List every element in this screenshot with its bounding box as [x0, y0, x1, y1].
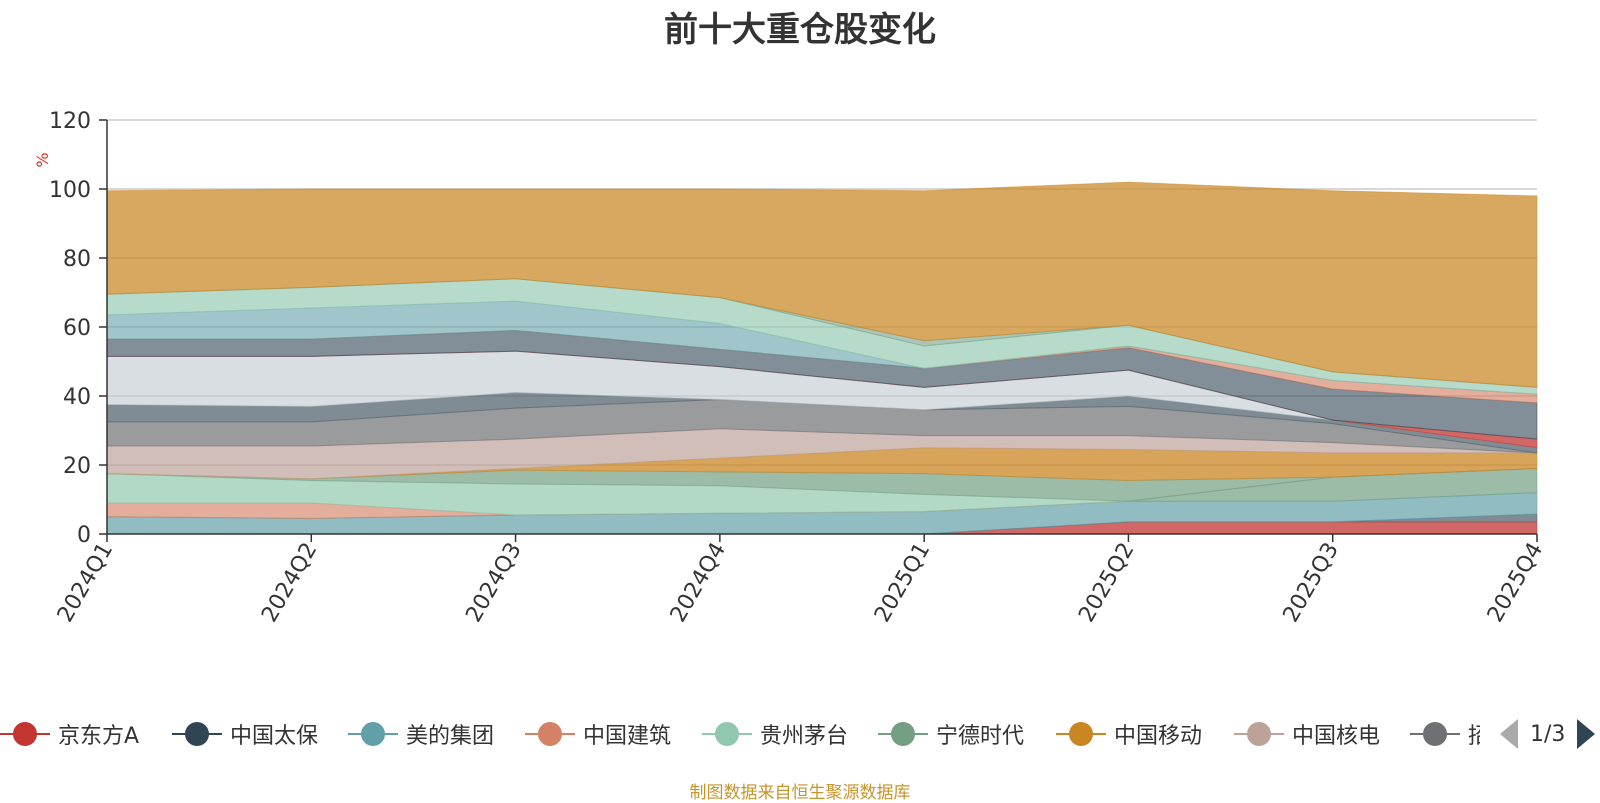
legend-item-3[interactable]: 中国建筑: [525, 712, 671, 756]
legend-marker-icon: [702, 712, 752, 756]
source-note: 制图数据来自恒生聚源数据库: [689, 783, 911, 803]
area-series-group: [106, 181, 1538, 535]
legend-label: 美的集团: [406, 724, 495, 749]
legend-marker-icon: [172, 712, 222, 756]
legend-item-2[interactable]: 美的集团: [348, 712, 494, 756]
y-tick-label-1: 20: [63, 454, 91, 479]
legend-label: 中国太保: [230, 724, 319, 749]
legend-marker-icon: [0, 712, 50, 756]
legend: 京东方A 中国太保 美的集团 中国建筑 贵州茅台 宁德时代 中国移动 中国核电 招: [0, 712, 1600, 756]
stacked-area-chart: 0 20 40 60 80 100 120 2024Q1 2024Q2 2024Q3 2024Q4 2…: [33, 109, 1548, 627]
y-tick-label-0: 0: [77, 523, 91, 548]
x-tick-label-3: 2024Q4: [666, 539, 731, 627]
legend-label: 京东方A: [58, 724, 140, 749]
y-axis-label: %: [33, 152, 52, 167]
legend-marker-icon: [525, 712, 575, 756]
legend-pager: 1/3: [1500, 717, 1596, 751]
legend-item-1[interactable]: 中国太保: [172, 712, 318, 756]
legend-prev-page-icon[interactable]: [1500, 719, 1518, 749]
legend-label: 中国移动: [1114, 724, 1203, 749]
chart-title: 前十大重仓股变化: [664, 10, 936, 50]
x-tick-label-6: 2025Q3: [1279, 539, 1344, 627]
y-tick-label-4: 80: [63, 247, 91, 272]
legend-next-page-icon[interactable]: [1577, 719, 1596, 749]
legend-label: 中国建筑: [583, 724, 672, 749]
x-tick-label-1: 2024Q2: [257, 539, 322, 627]
y-tick-label-6: 120: [49, 109, 91, 134]
legend-label: 中国核电: [1292, 724, 1381, 749]
legend-marker-icon: [1056, 712, 1106, 756]
y-tick-label-5: 100: [49, 178, 91, 203]
y-tick-label-2: 40: [63, 385, 91, 410]
x-tick-label-5: 2025Q2: [1074, 539, 1139, 627]
legend-marker-icon: [1410, 712, 1460, 756]
legend-item-5[interactable]: 宁德时代: [878, 712, 1024, 756]
legend-label: 招: [1468, 724, 1480, 749]
legend-item-0[interactable]: 京东方A: [0, 712, 139, 756]
legend-item-6[interactable]: 中国移动: [1056, 712, 1202, 756]
legend-item-7[interactable]: 中国核电: [1234, 712, 1380, 756]
x-tick-label-7: 2025Q4: [1483, 539, 1548, 627]
legend-marker-icon: [1234, 712, 1284, 756]
x-tick-label-4: 2025Q1: [870, 539, 935, 627]
x-tick-label-0: 2024Q1: [53, 539, 118, 627]
legend-items-clip: 京东方A 中国太保 美的集团 中国建筑 贵州茅台 宁德时代 中国移动 中国核电 招: [0, 712, 1480, 756]
legend-label: 贵州茅台: [760, 724, 849, 749]
area-series-18[interactable]: [106, 181, 1538, 388]
legend-page-indicator: 1/3: [1530, 721, 1566, 747]
legend-label: 宁德时代: [936, 724, 1025, 749]
y-tick-label-3: 60: [63, 316, 91, 341]
legend-item-4[interactable]: 贵州茅台: [702, 712, 848, 756]
x-tick-label-2: 2024Q3: [461, 539, 526, 627]
legend-item-8[interactable]: 招: [1410, 712, 1480, 756]
legend-marker-icon: [878, 712, 928, 756]
legend-marker-icon: [348, 712, 398, 756]
